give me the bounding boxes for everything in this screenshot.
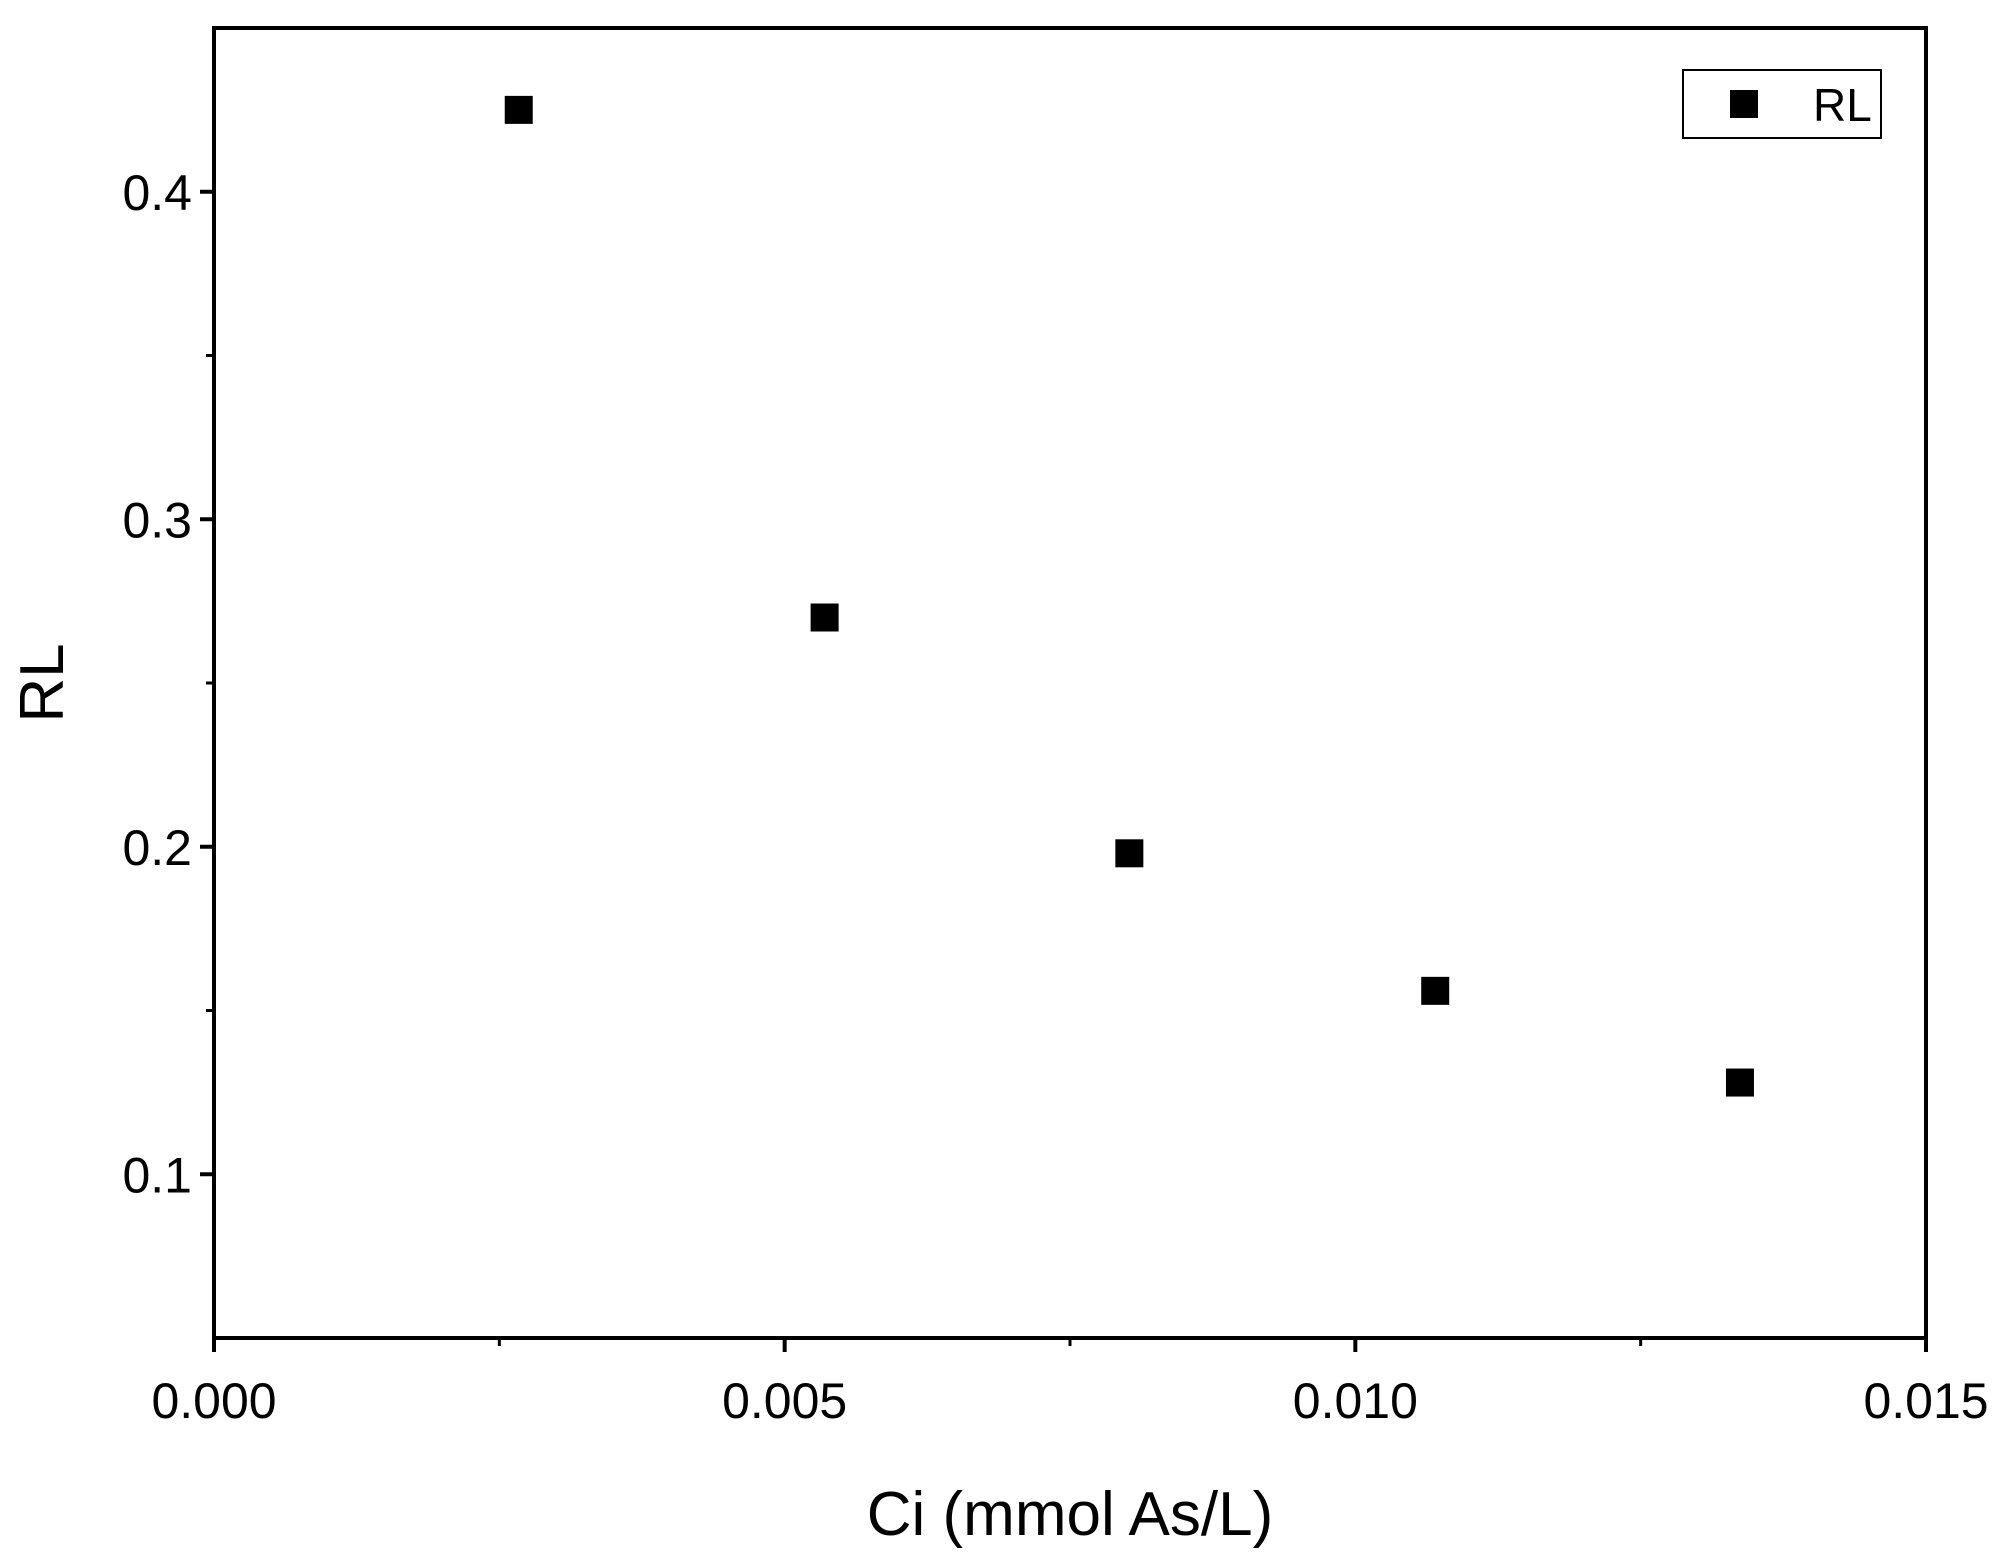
x-axis-title: Ci (mmol As/L) — [867, 1480, 1273, 1549]
legend-marker — [1730, 90, 1758, 118]
y-tick-label: 0.2 — [122, 820, 192, 876]
x-tick-label: 0.000 — [151, 1373, 276, 1429]
legend-label: RL — [1813, 79, 1872, 131]
y-tick-label: 0.3 — [122, 492, 192, 548]
x-tick-label: 0.010 — [1293, 1373, 1418, 1429]
legend-box — [1682, 69, 1882, 139]
data-point — [1115, 839, 1144, 868]
y-tick-label: 0.4 — [122, 165, 192, 221]
y-tick-label: 0.1 — [122, 1147, 192, 1203]
data-point — [1421, 976, 1450, 1005]
x-tick-label: 0.005 — [722, 1373, 847, 1429]
data-point — [1725, 1068, 1754, 1097]
data-point — [810, 603, 839, 632]
x-axis: 0.000 0.005 0.010 0.015 — [151, 1338, 1989, 1429]
y-axis-title: RL — [8, 643, 77, 722]
legend: RL — [1682, 69, 1882, 139]
y-axis: 0.1 0.2 0.3 0.4 — [122, 165, 214, 1203]
data-points — [504, 95, 1754, 1097]
plot-frame — [212, 26, 1928, 1340]
x-tick-label: 0.015 — [1863, 1373, 1988, 1429]
data-point — [504, 95, 533, 124]
